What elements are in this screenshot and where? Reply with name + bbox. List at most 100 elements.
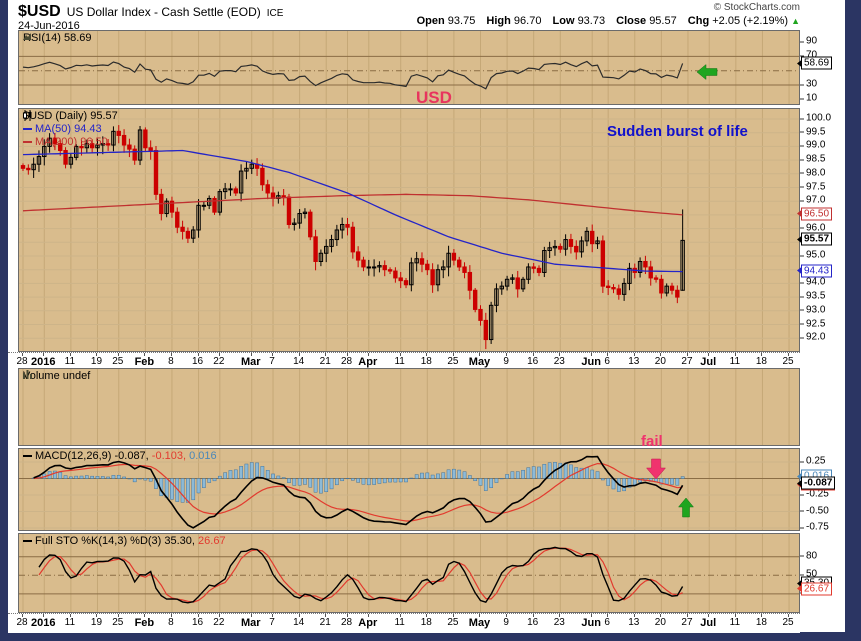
macd-hist-bar xyxy=(329,478,334,490)
candle-down xyxy=(52,137,58,145)
macd-hist-bar xyxy=(425,472,430,479)
candle-up xyxy=(510,277,515,280)
macd-hist-bar xyxy=(143,478,148,481)
macd-hist-bar xyxy=(446,469,451,479)
candle-down xyxy=(153,150,159,195)
rsi-plot xyxy=(19,31,799,104)
macd-hist-bar xyxy=(393,478,398,483)
sto-line-swatch xyxy=(23,540,32,543)
candle-up xyxy=(377,265,382,268)
x-tick-mark xyxy=(506,614,508,617)
candle-down xyxy=(132,148,137,161)
x-tick-label: 20 xyxy=(654,617,666,628)
candle-down xyxy=(355,251,361,261)
x-tick-label: 6 xyxy=(604,356,610,367)
macd-hist-bar xyxy=(265,470,270,479)
main-value-tag: 94.43 xyxy=(796,264,833,278)
x-tick-label: 16 xyxy=(191,356,204,367)
y-axis-label: 94.0 xyxy=(799,276,826,288)
candle-down xyxy=(350,226,356,253)
macd-hist-bar xyxy=(409,477,414,479)
x-tick-mark xyxy=(559,353,561,356)
ma200-legend-label: MA(200) 96.50 xyxy=(35,136,108,148)
candle-up xyxy=(244,167,249,172)
macd-hist-bar xyxy=(202,478,206,488)
sto-d-line xyxy=(38,547,683,603)
candle-up xyxy=(435,269,441,286)
fail-annotation: fail xyxy=(641,433,663,450)
ma50-legend-label: MA(50) 94.43 xyxy=(35,123,102,135)
candle-down xyxy=(308,211,313,238)
rsi-panel: RSI(14) 58.69 xyxy=(18,30,800,105)
x-tick-mark xyxy=(346,614,348,617)
macd-legend: MACD(12,26,9) -0.087, -0.103, 0.016 xyxy=(23,450,217,462)
candle-down xyxy=(143,129,148,149)
x-tick-mark xyxy=(197,614,199,617)
x-tick-label: 22 xyxy=(213,617,225,628)
candlesticks xyxy=(20,125,685,350)
candle-down xyxy=(611,287,616,290)
y-axis-label: 10 xyxy=(799,92,818,104)
macd-hist-bar xyxy=(74,475,79,479)
x-tick-mark xyxy=(559,614,561,617)
candle-up xyxy=(137,129,143,161)
candle-up xyxy=(47,137,52,147)
x-tick-mark xyxy=(367,353,369,356)
x-tick-mark xyxy=(22,353,23,356)
symbol-title: $USD xyxy=(18,3,61,20)
candle-up xyxy=(292,222,297,225)
x-tick-mark xyxy=(788,353,790,356)
x-tick-label: 8 xyxy=(168,356,174,367)
candle-up xyxy=(31,163,36,171)
candle-down xyxy=(260,167,265,186)
macd-hist-bar xyxy=(510,471,515,479)
x-tick-mark xyxy=(532,353,534,356)
rsi-legend-label: RSI(14) 58.69 xyxy=(23,32,92,44)
candle-up xyxy=(441,266,446,271)
macd-hist-bar xyxy=(473,478,478,482)
macd-hist-bar xyxy=(281,477,286,479)
x-tick-label: 19 xyxy=(90,617,103,628)
high-value: 96.70 xyxy=(513,15,542,27)
macd-value-3: 0.016 xyxy=(189,450,217,462)
y-axis-label: 99.5 xyxy=(799,126,826,138)
candle-down xyxy=(574,245,579,253)
x-tick-mark xyxy=(325,614,327,617)
x-tick-mark xyxy=(633,353,635,356)
x-tick-label: 11 xyxy=(64,356,76,367)
candle-up xyxy=(228,188,233,191)
x-tick-mark xyxy=(660,614,662,617)
x-tick-mark xyxy=(761,614,763,617)
candle-down xyxy=(457,259,462,268)
candle-up xyxy=(664,285,669,294)
candle-up xyxy=(297,213,302,224)
macd-hist-bar xyxy=(526,467,531,479)
x-tick-label: 16 xyxy=(191,617,204,628)
candle-up xyxy=(95,144,100,149)
vol-plot xyxy=(22,369,790,445)
x-tick-label: 13 xyxy=(628,356,640,367)
y-axis-label: 99.0 xyxy=(799,139,826,151)
x-tick-mark xyxy=(734,614,736,617)
macd-signal-line xyxy=(33,462,683,522)
candle-down xyxy=(212,197,217,213)
candle-up xyxy=(100,143,105,146)
x-axis-bottom: 28 2016 11 19 25 Feb 8 16 22 Mar 7 14 21 28 Apr 11 18 25 M… xyxy=(8,613,800,633)
candle-down xyxy=(659,278,664,294)
macd-hist-bar xyxy=(547,462,552,479)
x-tick-label: Jul xyxy=(700,356,717,368)
candle-up xyxy=(627,267,632,284)
x-tick-label: 25 xyxy=(112,617,124,628)
macd-hist-bar xyxy=(515,471,520,479)
x-tick-mark xyxy=(686,614,688,617)
macd-hist-bar xyxy=(233,469,238,479)
candle-up xyxy=(334,229,340,241)
sto-legend: Full STO %K(14,3) %D(3) 35.30, 26.67 xyxy=(23,535,226,547)
ohlc-summary: Open 93.75 High 96.70 Low 93.73 Close 95… xyxy=(409,15,800,27)
x-tick-label: 28 xyxy=(16,617,28,628)
candle-down xyxy=(648,266,653,279)
macd-line xyxy=(33,455,684,529)
x-tick-label: 25 xyxy=(447,356,459,367)
macd-hist-bar xyxy=(452,468,456,479)
y-axis-label: 70 xyxy=(799,49,818,61)
